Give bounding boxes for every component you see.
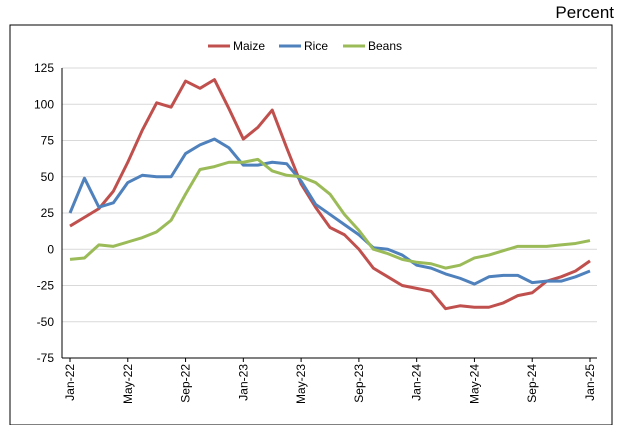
y-tick-label: -75 (37, 351, 55, 365)
x-tick-label: Jan-25 (583, 364, 597, 401)
y-tick-label: 125 (34, 61, 54, 75)
data-line (69, 78, 591, 311)
y-tick-label: -25 (37, 279, 55, 293)
y-tick-label: 25 (41, 206, 55, 220)
data-line (68, 137, 591, 286)
data-line (69, 157, 591, 270)
y-tick-label: -50 (37, 315, 55, 329)
y-tick-label: 50 (41, 170, 55, 184)
legend-label: Maize (233, 39, 265, 53)
y-tick-label: 75 (41, 134, 55, 148)
x-tick-label: Sep-24 (525, 364, 539, 403)
x-tick-label: May-22 (121, 364, 135, 404)
legend-label: Rice (304, 39, 328, 53)
x-tick-label: Jan-22 (63, 364, 77, 401)
chart-frame (9, 24, 613, 425)
x-tick-label: Sep-22 (179, 364, 193, 403)
x-tick-label: Jan-24 (410, 364, 424, 401)
unit-label: Percent (555, 3, 614, 22)
x-tick-label: May-24 (467, 364, 481, 404)
y-tick-label: 100 (34, 97, 54, 111)
x-tick-label: Sep-23 (352, 364, 366, 403)
x-tick-label: May-23 (294, 364, 308, 404)
legend-label: Beans (368, 39, 402, 53)
x-tick-label: Jan-23 (236, 364, 250, 401)
y-tick-label: 0 (47, 242, 54, 256)
